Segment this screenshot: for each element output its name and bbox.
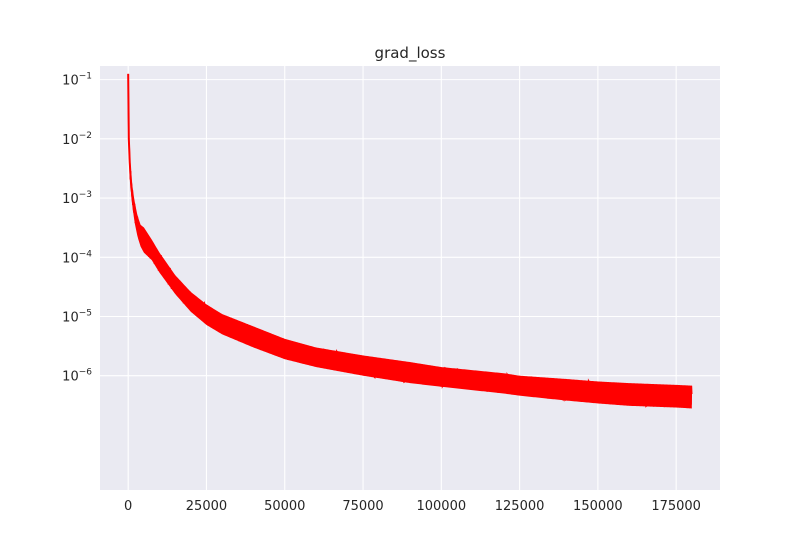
x-tick-label: 75000 [342,499,383,514]
series-lines [127,73,693,408]
y-tick-label: 10−1 [62,72,92,89]
y-tick-label: 10−4 [62,249,92,266]
series-line [127,73,692,398]
plot-area [100,66,720,490]
y-tick-label: 10−2 [62,131,92,148]
chart-title: grad_loss [375,44,446,63]
x-axis-ticks: 0 25000 50000 75000 100000 125000 150000 175000 [124,499,701,514]
y-axis-ticks: 10−1 10−2 10−3 10−4 10−5 10−6 [62,72,92,385]
x-tick-label: 50000 [264,499,305,514]
x-tick-label: 175000 [651,499,701,514]
y-tick-label: 10−3 [62,190,92,207]
y-tick-label: 10−6 [62,368,92,385]
x-tick-label: 0 [124,499,132,514]
y-tick-label: 10−5 [62,308,92,325]
x-tick-label: 125000 [495,499,545,514]
x-tick-label: 150000 [573,499,623,514]
x-tick-label: 100000 [416,499,466,514]
x-tick-label: 25000 [186,499,227,514]
